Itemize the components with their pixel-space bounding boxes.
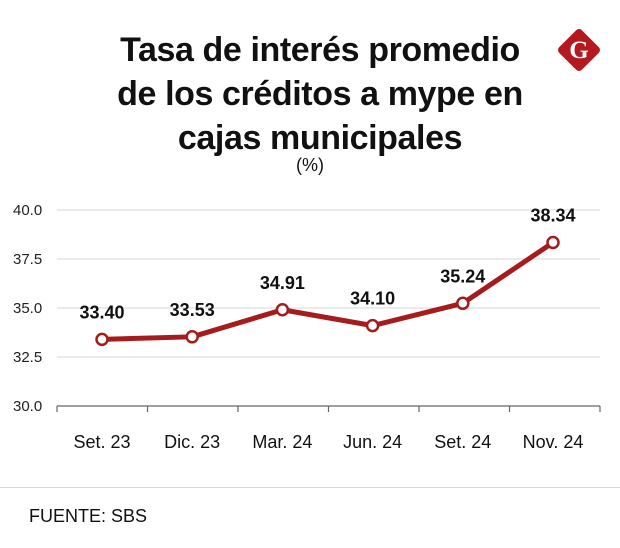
y-tick-label: 32.5	[13, 349, 42, 366]
logo-letter: G	[569, 37, 588, 64]
chart-axes: 30.0 32.5 35.0 37.5 40.0 Set. 23 Dic. 23 Mar. 2…	[13, 202, 601, 452]
data-point-jun-24	[365, 318, 380, 333]
data-point-dic-23	[185, 330, 199, 344]
chart-series	[95, 235, 560, 347]
x-tick-label: Dic. 23	[164, 432, 220, 452]
data-label: 33.53	[170, 300, 215, 320]
source-note: FUENTE: SBS	[29, 506, 148, 526]
chart-subtitle: (%)	[296, 155, 324, 175]
logo-diamond-shape	[558, 29, 600, 71]
data-point-nov-24	[546, 235, 560, 250]
x-tick-label: Mar. 24	[252, 432, 312, 452]
chart-data-labels: 33.40 33.53 34.91 34.10 35.24 38.34	[79, 206, 575, 323]
data-point-mar-24	[275, 303, 290, 317]
chart-title: Tasa de interés promedio de los créditos…	[117, 31, 523, 157]
y-tick-label: 30.0	[13, 398, 42, 415]
y-tick-label: 35.0	[13, 300, 42, 317]
x-tick-label: Set. 23	[73, 432, 130, 452]
series-line-tasa-interes	[99, 240, 556, 342]
x-tick-label: Nov. 24	[523, 432, 584, 452]
data-label: 34.10	[350, 289, 395, 309]
chart-grid	[57, 209, 600, 407]
source-divider	[0, 487, 620, 488]
data-label: 38.34	[530, 206, 575, 226]
x-tick-label: Set. 24	[434, 432, 491, 452]
data-label: 35.24	[440, 266, 485, 286]
x-tick-label: Jun. 24	[343, 432, 402, 452]
y-tick-label: 37.5	[13, 251, 42, 268]
data-label: 33.40	[79, 302, 124, 322]
diamond-g-logo-icon: G	[558, 29, 600, 71]
data-point-set-23	[95, 332, 109, 347]
y-tick-label: 40.0	[13, 202, 42, 219]
data-label: 34.91	[260, 273, 305, 293]
data-point-set-24	[456, 296, 470, 311]
